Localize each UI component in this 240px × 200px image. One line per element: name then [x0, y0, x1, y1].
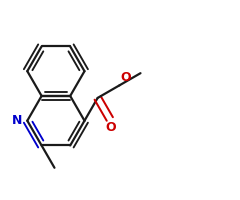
Text: O: O — [106, 121, 116, 134]
Text: N: N — [12, 114, 22, 127]
Text: O: O — [120, 71, 131, 84]
